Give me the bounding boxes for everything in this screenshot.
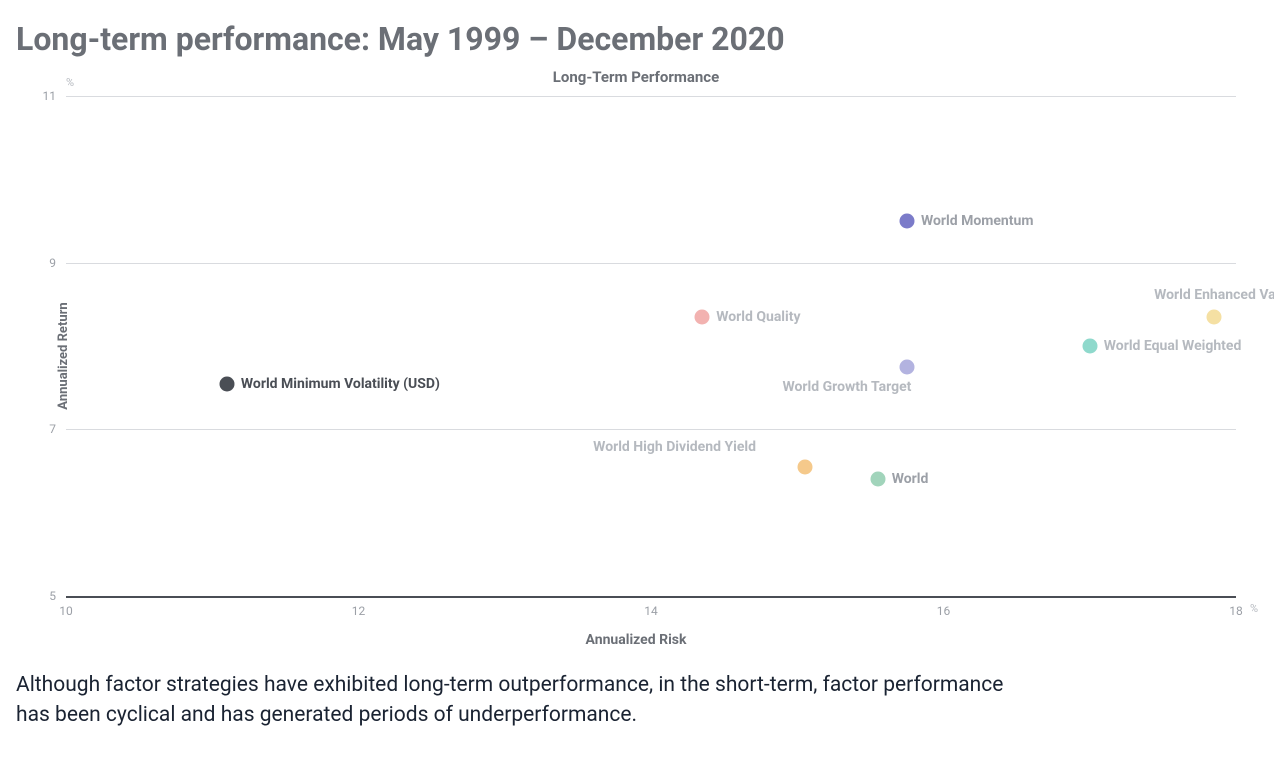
data-point-label: World Equal Weighted: [1104, 338, 1242, 354]
y-tick: 7: [49, 422, 56, 436]
x-tick: 10: [59, 604, 73, 618]
gridline: [66, 429, 1236, 430]
data-point: [899, 359, 914, 374]
gridline: [66, 96, 1236, 97]
x-tick: 12: [352, 604, 366, 618]
data-point-label: World High Dividend Yield: [593, 439, 756, 455]
gridline: [66, 263, 1236, 264]
page-title: Long-term performance: May 1999 – Decemb…: [16, 20, 1258, 58]
data-point-label: World Minimum Volatility (USD): [241, 376, 440, 392]
x-tick: 18: [1229, 604, 1243, 618]
x-tick: 16: [937, 604, 951, 618]
data-point: [219, 376, 234, 391]
x-unit-label: %: [1250, 602, 1258, 615]
y-tick: 5: [49, 589, 56, 603]
plot-area: 579111012141618World Minimum Volatility …: [66, 96, 1236, 596]
data-point-label: World Enhanced Value: [1154, 287, 1274, 303]
data-point-label: World Quality: [716, 309, 800, 325]
y-tick: 9: [49, 256, 56, 270]
x-tick: 14: [644, 604, 658, 618]
data-point-label: World: [892, 471, 929, 487]
y-unit-label: %: [66, 76, 74, 89]
chart-title: Long-Term Performance: [553, 68, 719, 86]
data-point: [797, 459, 812, 474]
data-point: [1082, 339, 1097, 354]
data-point: [1207, 309, 1222, 324]
x-axis-label: Annualized Risk: [586, 632, 687, 648]
caption-text: Although factor strategies have exhibite…: [16, 670, 1016, 731]
x-axis-baseline: [66, 596, 1236, 598]
y-tick: 11: [43, 89, 57, 103]
data-point: [695, 309, 710, 324]
data-point: [899, 214, 914, 229]
data-point: [870, 472, 885, 487]
scatter-chart: Long-Term Performance % Annualized Retur…: [16, 66, 1256, 646]
data-point-label: World Momentum: [921, 213, 1034, 229]
data-point-label: World Growth Target: [782, 379, 911, 395]
